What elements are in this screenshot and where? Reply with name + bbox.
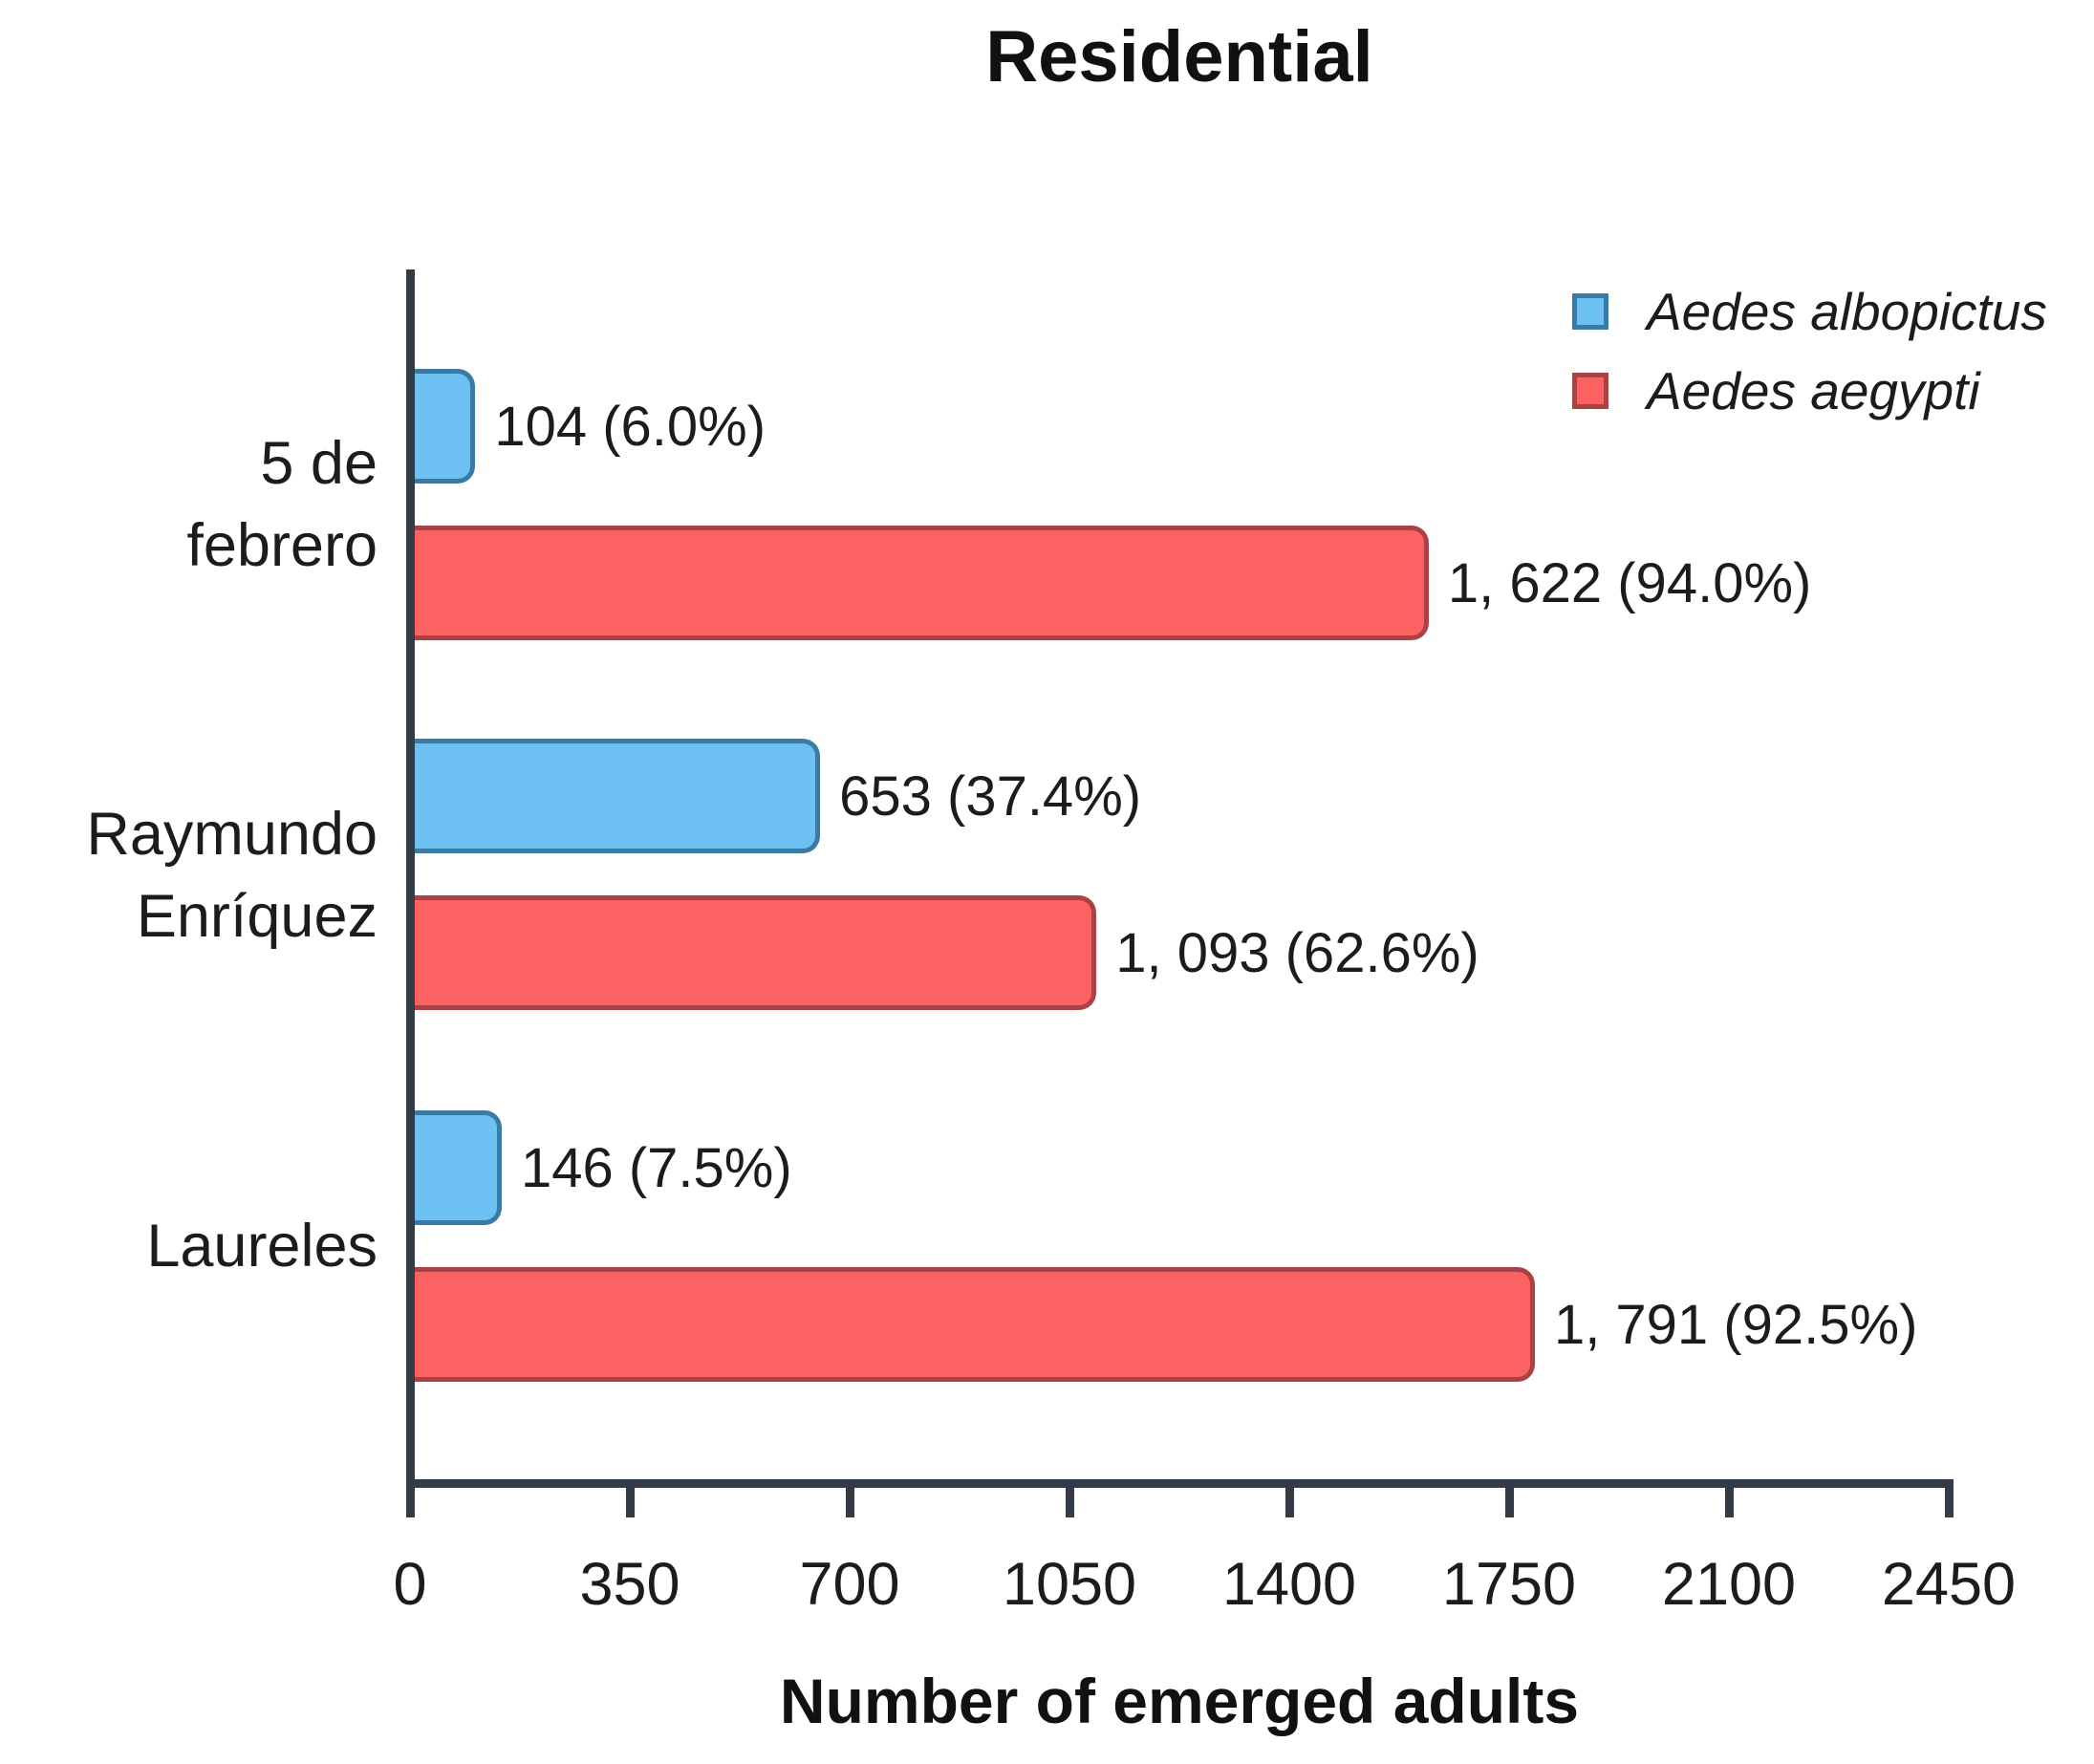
x-axis-tick	[1284, 1479, 1294, 1517]
legend-swatch-aegypti-icon	[1572, 373, 1608, 409]
y-axis-line	[406, 269, 415, 1517]
x-axis-tick	[1065, 1479, 1074, 1517]
legend: Aedes albopictus Aedes aegypti	[1572, 282, 2047, 442]
x-tick-label: 1050	[1002, 1551, 1137, 1618]
bar-aegypti-3	[410, 1267, 1535, 1382]
bar-value-label: 146 (7.5%)	[520, 1136, 792, 1199]
bar-albopictus-2	[410, 739, 821, 853]
bar-value-label: 1, 791 (92.5%)	[1553, 1293, 1918, 1356]
chart-title: Residential	[985, 16, 1373, 97]
x-tick-label: 1400	[1221, 1551, 1357, 1618]
bar-albopictus-1	[410, 369, 476, 484]
legend-label-albopictus: Aedes albopictus	[1647, 282, 2047, 341]
x-tick-label: 700	[799, 1551, 900, 1618]
x-tick-label: 2100	[1661, 1551, 1797, 1618]
x-axis-tick	[1504, 1479, 1514, 1517]
bar-value-label: 1, 622 (94.0%)	[1447, 551, 1812, 614]
legend-swatch-albopictus-icon	[1572, 293, 1608, 330]
x-axis-line	[406, 1479, 1953, 1488]
x-axis-title: Number of emerged adults	[779, 1666, 1580, 1736]
plot-area: 104 (6.0%) 1, 622 (94.0%) 653 (37.4%) 1, 09…	[410, 269, 1954, 1517]
legend-label-aegypti: Aedes aegypti	[1647, 361, 1980, 420]
x-tick-label: 2450	[1881, 1551, 2017, 1618]
category-label: Laureles	[146, 1213, 378, 1280]
bar-value-label: 104 (6.0%)	[494, 395, 766, 458]
bar-aegypti-2	[410, 895, 1097, 1010]
legend-item-aegypti: Aedes aegypti	[1572, 361, 2047, 420]
legend-item-albopictus: Aedes albopictus	[1572, 282, 2047, 341]
x-tick-label: 0	[393, 1551, 427, 1618]
bar-aegypti-1	[410, 526, 1429, 640]
category-label: 5 de febrero	[186, 430, 378, 579]
x-axis-tick	[845, 1479, 854, 1517]
bar-value-label: 653 (37.4%)	[839, 764, 1142, 828]
category-label: Raymundo Enríquez	[86, 801, 378, 950]
bar-albopictus-3	[410, 1110, 502, 1225]
x-tick-label: 1750	[1441, 1551, 1577, 1618]
x-axis-tick	[1724, 1479, 1734, 1517]
x-axis-tick	[1944, 1479, 1954, 1517]
bar-value-label: 1, 093 (62.6%)	[1115, 921, 1479, 984]
x-tick-label: 350	[579, 1551, 680, 1618]
x-axis-tick	[625, 1479, 635, 1517]
